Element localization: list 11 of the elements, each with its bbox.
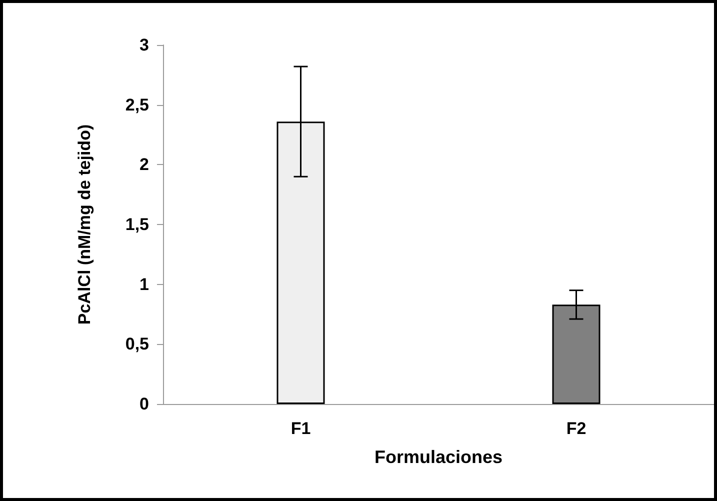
y-tick-label: 2,5 xyxy=(125,95,149,114)
y-tick-label: 0 xyxy=(140,394,149,414)
x-axis-title: Formulaciones xyxy=(374,447,503,467)
y-tick-label: 0,5 xyxy=(125,334,149,354)
y-tick-label: 3 xyxy=(140,36,149,54)
y-tick-label: 2 xyxy=(140,155,149,174)
y-axis-title: PcAlCl (nM/mg de tejido) xyxy=(75,124,94,325)
x-tick-label: F2 xyxy=(566,419,586,438)
x-tick-label: F1 xyxy=(290,419,311,438)
y-tick-label: 1,5 xyxy=(125,215,149,234)
y-tick-label: 1 xyxy=(140,274,149,294)
